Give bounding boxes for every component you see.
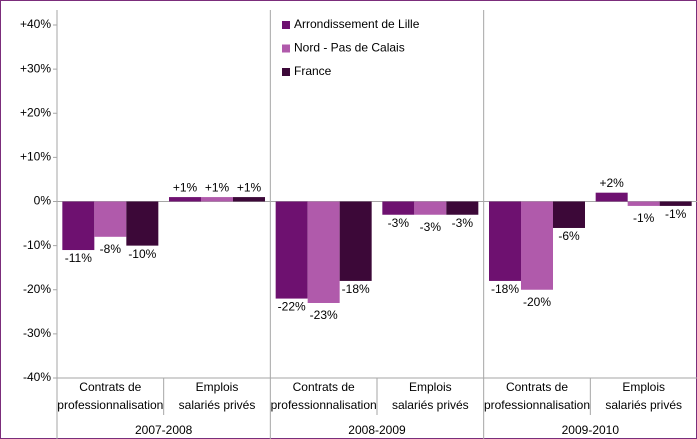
y-tick-label: -20% (23, 282, 51, 296)
bar (169, 197, 201, 202)
legend-swatch (282, 44, 290, 53)
data-label: +1% (173, 180, 198, 194)
group-label: 2009-2010 (562, 423, 620, 437)
data-label: -1% (665, 207, 687, 221)
x-tick-label-line: salariés privés (392, 398, 469, 412)
bar (382, 201, 415, 215)
data-label: +1% (205, 180, 230, 194)
x-tick-label-line: Contrats de (79, 380, 141, 394)
x-tick-label: Emplois salariés privés (179, 380, 256, 412)
group-label: 2008-2009 (348, 423, 406, 437)
y-tick-label: +20% (20, 105, 51, 119)
x-tick-label: Emplois salariés privés (392, 380, 469, 412)
data-label: -3% (388, 216, 410, 230)
data-label: -18% (491, 282, 519, 296)
x-tick-label-line: Emplois (196, 380, 239, 394)
y-tick-label: -30% (23, 326, 51, 340)
x-tick-label-line: salariés privés (179, 398, 256, 412)
y-tick-label: +40% (20, 17, 51, 31)
bar (521, 201, 553, 290)
legend-swatch (282, 68, 290, 76)
x-tick-label: Emplois salariés privés (605, 380, 682, 412)
bar (233, 197, 265, 202)
bar (62, 201, 95, 251)
x-tick-label: Contrats de professionnalisation (57, 380, 163, 412)
data-label: -23% (310, 308, 338, 322)
x-tick-label: Contrats de professionnalisation (271, 380, 377, 412)
data-label: -20% (523, 295, 551, 309)
y-tick-label: 0% (34, 194, 52, 208)
data-label: +2% (599, 176, 624, 190)
bar (126, 201, 159, 246)
x-tick-label-line: salariés privés (605, 398, 682, 412)
bar (94, 201, 127, 237)
legend-label: Arrondissement de Lille (294, 17, 420, 31)
data-label: -10% (128, 247, 156, 261)
y-tick-label: -10% (23, 238, 51, 252)
bar (595, 192, 628, 202)
bar (414, 201, 447, 215)
legend-label: Nord - Pas de Calais (294, 41, 405, 55)
data-label: -22% (278, 300, 306, 314)
x-tick-label-line: Contrats de (506, 380, 568, 394)
bar (275, 201, 308, 299)
legend-swatch (282, 21, 290, 29)
y-tick-label: +10% (20, 150, 51, 164)
bar (446, 201, 479, 215)
data-label: -8% (100, 242, 122, 256)
x-tick-label-line: professionnalisation (271, 398, 377, 412)
x-tick-label-line: professionnalisation (484, 398, 590, 412)
bar (489, 201, 521, 281)
bar (339, 201, 372, 281)
x-tick-label-line: Emplois (622, 380, 665, 394)
x-tick-label: Contrats de professionnalisation (484, 380, 590, 412)
data-label: -1% (633, 211, 655, 225)
x-tick-label-line: Emplois (409, 380, 452, 394)
x-tick-label-line: professionnalisation (57, 398, 163, 412)
y-tick-label: +30% (20, 61, 51, 75)
data-label: +1% (237, 180, 262, 194)
bar (659, 201, 692, 206)
data-label: -3% (452, 216, 474, 230)
data-label: -3% (420, 220, 442, 234)
data-label: -6% (558, 229, 580, 243)
group-label: 2007-2008 (135, 423, 193, 437)
data-label: -11% (65, 251, 92, 265)
bar (307, 201, 340, 303)
y-tick-label: -40% (23, 370, 51, 384)
bar (627, 201, 660, 206)
x-tick-label-line: Contrats de (293, 380, 355, 394)
bar (553, 201, 585, 228)
legend-label: France (294, 64, 332, 78)
bar (201, 197, 233, 202)
data-label: -18% (342, 282, 370, 296)
